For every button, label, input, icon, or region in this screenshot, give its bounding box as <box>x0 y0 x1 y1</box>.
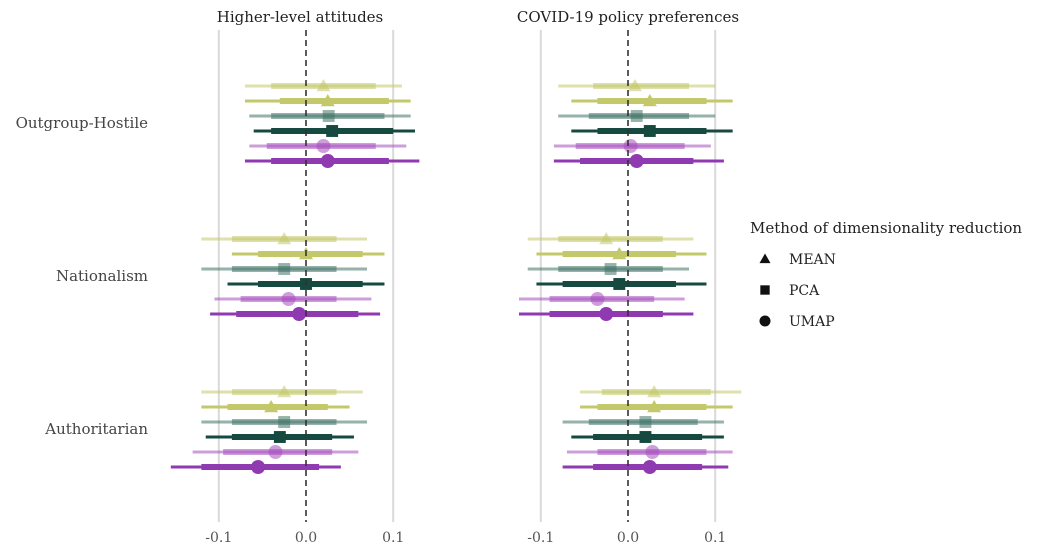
estimate-mark <box>562 460 729 474</box>
estimate-mark <box>205 431 354 443</box>
point-estimate <box>326 125 339 137</box>
legend-label: MEAN <box>789 252 836 268</box>
estimate-mark <box>214 292 372 306</box>
point-estimate <box>639 431 652 443</box>
point-estimate <box>613 278 626 290</box>
estimate-mark <box>571 94 733 107</box>
panel-title: Higher-level attitudes <box>217 8 384 26</box>
estimate-mark <box>244 94 411 107</box>
point-estimate <box>642 94 657 107</box>
point-estimate <box>630 110 643 122</box>
point-estimate <box>645 445 660 459</box>
estimate-mark <box>201 263 368 275</box>
legend-key-triangle <box>759 253 771 264</box>
point-estimate <box>639 416 652 428</box>
estimate-mark <box>244 154 420 168</box>
estimate-mark <box>201 400 350 413</box>
point-estimate <box>612 247 627 260</box>
grid-layer <box>217 30 717 522</box>
estimate-mark <box>558 79 716 92</box>
estimate-mark <box>249 110 411 122</box>
data-layer <box>170 30 742 522</box>
x-tick-label: -0.1 <box>205 530 232 546</box>
estimate-mark <box>536 247 707 260</box>
point-estimate <box>643 125 656 137</box>
point-estimate <box>642 460 657 474</box>
legend-label: UMAP <box>789 314 835 330</box>
legend-label: PCA <box>789 283 820 299</box>
estimate-mark <box>201 232 368 245</box>
point-estimate <box>322 110 335 122</box>
row-label: Outgroup-Hostile <box>16 114 149 132</box>
panel-title: COVID-19 policy preferences <box>517 8 739 26</box>
estimate-mark <box>571 125 733 137</box>
point-estimate <box>590 292 605 306</box>
point-estimate <box>316 139 331 153</box>
point-estimate <box>627 79 642 92</box>
estimate-mark <box>566 445 733 459</box>
estimate-mark <box>253 125 415 137</box>
estimate-mark <box>571 431 724 443</box>
row-label: Nationalism <box>56 267 148 285</box>
point-estimate <box>251 460 266 474</box>
estimate-mark <box>249 139 407 153</box>
legend: Method of dimensionality reduction MEAN PC… <box>750 219 1022 330</box>
point-estimate <box>277 385 292 398</box>
point-estimate <box>629 154 644 168</box>
estimate-mark <box>170 460 341 474</box>
point-estimate <box>599 307 614 321</box>
estimate-mark <box>527 232 694 245</box>
point-estimate <box>278 416 291 428</box>
point-estimate <box>599 232 614 245</box>
row-label: Authoritarian <box>44 420 148 438</box>
estimate-mark <box>562 416 724 428</box>
text-layer: -0.1 0.0 0.1 Higher-level attitudes -0.1 0.0 0… <box>16 8 740 546</box>
estimate-mark <box>192 445 359 459</box>
estimate-mark <box>231 247 385 260</box>
x-tick-label: -0.1 <box>527 530 554 546</box>
estimate-mark <box>580 385 742 398</box>
point-estimate <box>273 431 286 443</box>
x-tick-label: 0.0 <box>295 530 317 546</box>
estimate-mark <box>536 278 707 290</box>
x-tick-label: 0.0 <box>617 530 639 546</box>
point-estimate <box>320 94 335 107</box>
estimate-mark <box>201 385 363 398</box>
x-tick-label: 0.1 <box>704 530 726 546</box>
point-estimate <box>316 79 331 92</box>
legend-key-circle <box>759 315 771 327</box>
point-estimate <box>264 400 279 413</box>
legend-title: Method of dimensionality reduction <box>750 219 1022 237</box>
point-estimate <box>277 232 292 245</box>
estimate-mark <box>519 307 694 321</box>
point-estimate <box>292 307 307 321</box>
estimate-mark <box>580 400 733 413</box>
estimate-mark <box>244 79 402 92</box>
point-estimate <box>623 139 638 153</box>
point-estimate <box>281 292 296 306</box>
estimate-mark <box>553 154 724 168</box>
point-estimate <box>647 400 662 413</box>
estimate-mark <box>519 292 685 306</box>
point-estimate <box>268 445 283 459</box>
estimate-mark <box>558 110 716 122</box>
point-estimate <box>604 263 617 275</box>
estimate-mark <box>553 139 711 153</box>
point-estimate <box>278 263 291 275</box>
estimate-mark <box>210 307 381 321</box>
point-estimate <box>320 154 335 168</box>
estimate-mark <box>201 416 368 428</box>
legend-key-square <box>760 285 770 295</box>
estimate-mark <box>527 263 690 275</box>
point-estimate <box>647 385 662 398</box>
x-tick-label: 0.1 <box>382 530 404 546</box>
